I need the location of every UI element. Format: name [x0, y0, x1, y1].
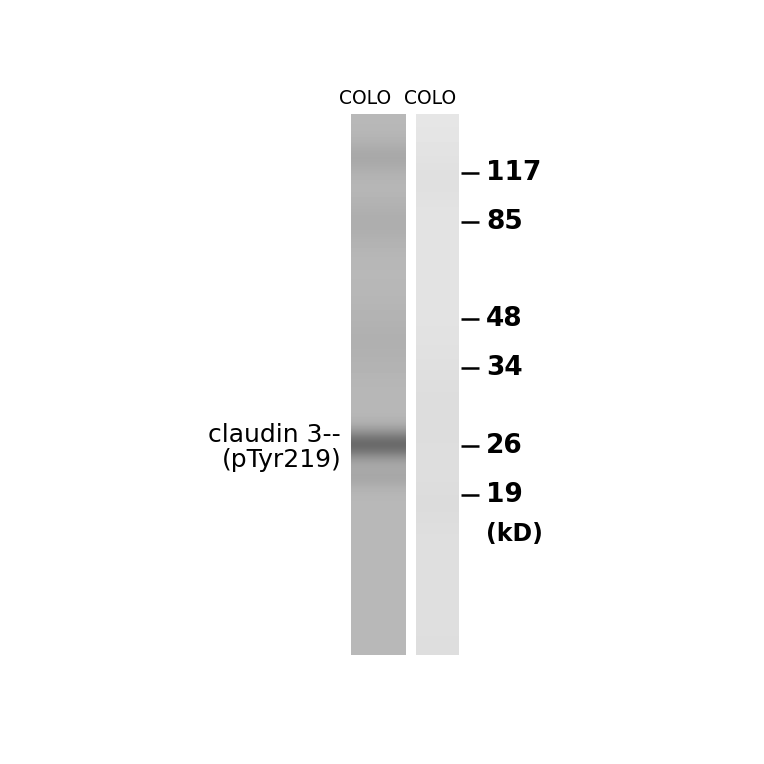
Text: 117: 117: [487, 160, 542, 186]
Text: 48: 48: [487, 306, 523, 332]
Text: claudin 3--: claudin 3--: [209, 423, 342, 447]
Text: 85: 85: [487, 209, 523, 235]
Text: COLO: COLO: [339, 89, 391, 108]
Text: 34: 34: [487, 355, 523, 381]
Text: (pTyr219): (pTyr219): [222, 448, 342, 472]
Text: 26: 26: [487, 432, 523, 458]
Text: 19: 19: [487, 482, 523, 508]
Text: (kD): (kD): [487, 522, 543, 545]
Text: COLO: COLO: [404, 89, 456, 108]
